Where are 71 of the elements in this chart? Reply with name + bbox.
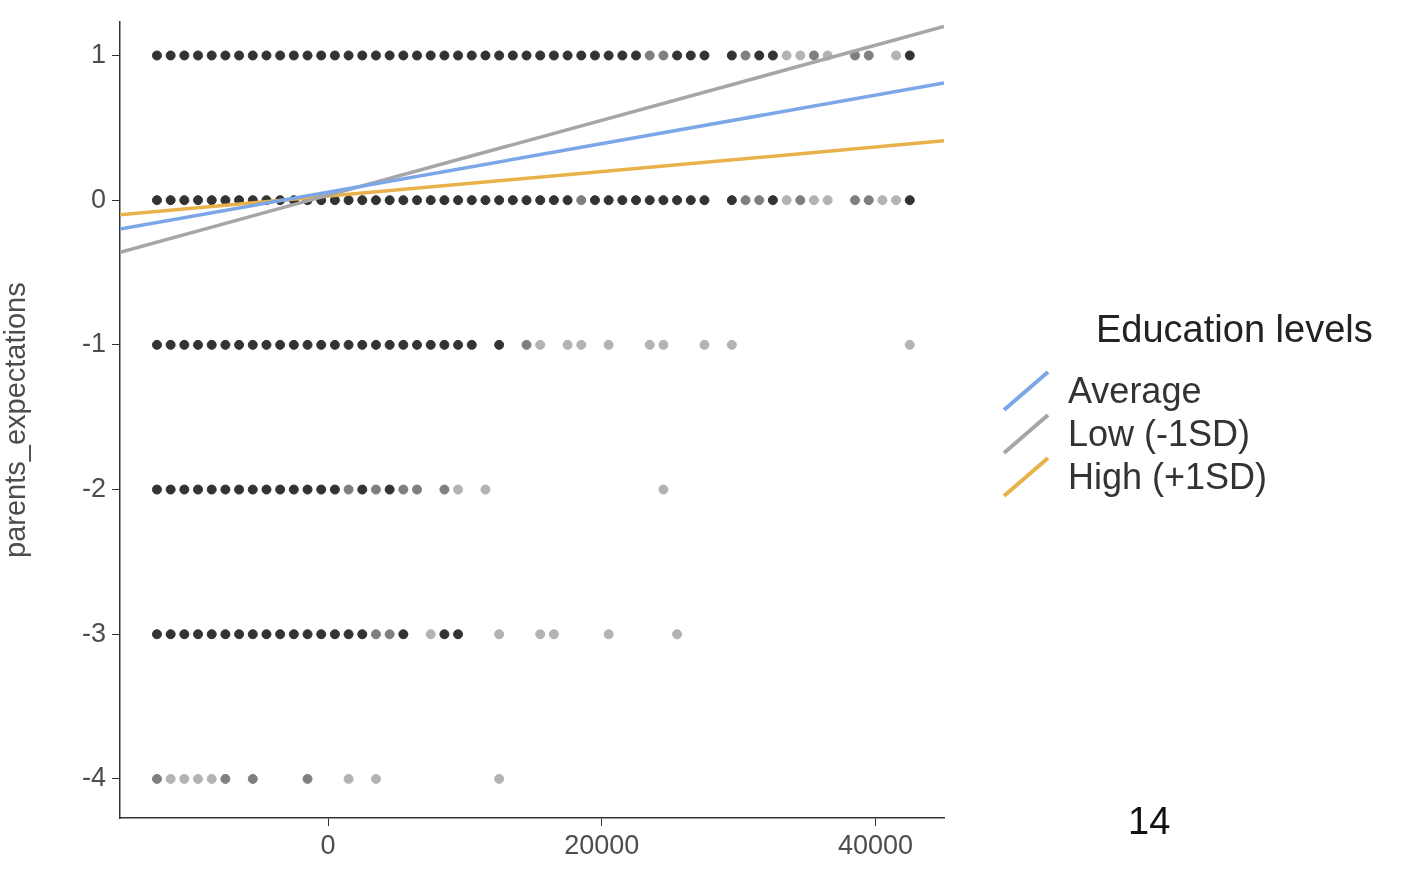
y-tick-label: -3: [81, 617, 106, 648]
point: [343, 773, 354, 784]
point: [644, 50, 655, 61]
point: [644, 339, 655, 350]
point: [425, 629, 436, 640]
point: [535, 339, 546, 350]
point: [494, 629, 505, 640]
point: [302, 773, 313, 784]
point: [891, 195, 902, 206]
point: [822, 195, 833, 206]
point: [220, 773, 231, 784]
point: [480, 484, 491, 495]
point: [863, 50, 874, 61]
x-tick-label: 40000: [838, 829, 914, 860]
text: 14: [1128, 800, 1171, 843]
point: [343, 484, 354, 495]
point: [206, 773, 217, 784]
point: [165, 773, 176, 784]
point: [384, 629, 395, 640]
point: [672, 629, 683, 640]
y-tick-label: -4: [81, 762, 106, 793]
point: [904, 339, 915, 350]
point: [795, 50, 806, 61]
point: [781, 50, 792, 61]
point: [412, 484, 423, 495]
x-tick-label: 0: [320, 829, 336, 860]
point: [562, 339, 573, 350]
point: [850, 195, 861, 206]
point: [808, 195, 819, 206]
point: [453, 484, 464, 495]
point: [603, 339, 614, 350]
point: [535, 629, 546, 640]
legend-title: Education levels: [1096, 308, 1373, 351]
y-tick-label: -1: [81, 328, 106, 359]
point: [863, 195, 874, 206]
point: [754, 195, 765, 206]
point: [795, 195, 806, 206]
point: [398, 484, 409, 495]
point: [603, 629, 614, 640]
point: [494, 773, 505, 784]
point: [699, 339, 710, 350]
point: [439, 484, 450, 495]
y-axis-title: parents_expectations: [0, 282, 32, 558]
y-tick-label: 0: [90, 183, 106, 214]
point: [658, 484, 669, 495]
point: [576, 339, 587, 350]
legend-label: High (+1SD): [1068, 455, 1268, 498]
point: [658, 339, 669, 350]
x-tick-label: 20000: [564, 829, 640, 860]
point: [877, 195, 888, 206]
legend-label: Average: [1068, 369, 1202, 412]
point: [808, 50, 819, 61]
point: [740, 195, 751, 206]
point: [179, 773, 190, 784]
point: [891, 50, 902, 61]
point: [781, 195, 792, 206]
point: [576, 195, 587, 206]
y-tick-label: -2: [81, 473, 106, 503]
point: [548, 629, 559, 640]
point: [370, 773, 381, 784]
legend-label: Low (-1SD): [1068, 412, 1251, 455]
y-tick-label: 1: [90, 38, 106, 69]
point: [658, 50, 669, 61]
point: [521, 339, 532, 350]
point: [193, 773, 204, 784]
point: [151, 773, 162, 784]
point: [726, 339, 737, 350]
point: [740, 50, 751, 61]
point: [370, 484, 381, 495]
point: [370, 629, 381, 640]
point: [247, 773, 258, 784]
